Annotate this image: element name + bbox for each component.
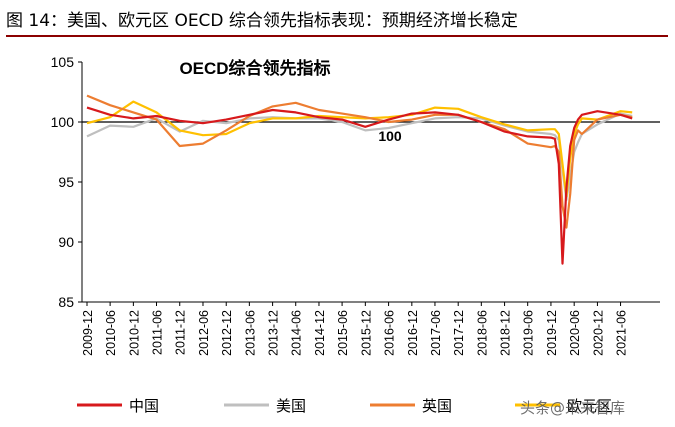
x-tick-label: 2012-06 bbox=[197, 310, 211, 356]
y-tick-label: 95 bbox=[58, 174, 74, 190]
y-tick-label: 90 bbox=[58, 234, 74, 250]
x-tick-label: 2011-12 bbox=[174, 310, 188, 355]
series-line-4 bbox=[86, 100, 633, 198]
chart-axes: 85 90 95 100 105 2009-12 2010-06 2010-12 2011-06… bbox=[51, 54, 660, 356]
series-line-2 bbox=[86, 112, 633, 202]
x-tick-label: 2010-12 bbox=[127, 310, 141, 356]
series-line-1 bbox=[86, 106, 633, 265]
x-tick-label: 2013-06 bbox=[243, 310, 257, 356]
y-tick-label: 105 bbox=[51, 54, 75, 70]
x-tick-label: 2020-06 bbox=[568, 310, 582, 356]
x-tick-label: 2013-12 bbox=[267, 310, 281, 356]
legend-label-3: 英国 bbox=[422, 397, 452, 415]
x-tick-label: 2014-12 bbox=[313, 310, 327, 356]
x-tick-label: 2015-06 bbox=[336, 310, 350, 356]
y-tick-label: 85 bbox=[58, 294, 74, 310]
legend-label-1: 中国 bbox=[129, 397, 159, 415]
x-tick-label: 2020-12 bbox=[591, 310, 605, 356]
x-tick-label: 2019-06 bbox=[522, 310, 536, 356]
x-tick-label: 2012-12 bbox=[220, 310, 234, 356]
chart-legend: 中国 美国 英国 欧元区 bbox=[77, 397, 612, 415]
x-tick-label: 2018-06 bbox=[475, 310, 489, 356]
x-tick-label: 2017-06 bbox=[429, 310, 443, 356]
x-tick-label: 2016-12 bbox=[406, 310, 420, 356]
x-tick-label: 2011-06 bbox=[150, 310, 164, 355]
watermark: 头条@未来智库 bbox=[520, 399, 626, 417]
chart-title: OECD综合领先指标 bbox=[179, 58, 330, 78]
x-tick-label: 2010-06 bbox=[104, 310, 118, 356]
x-tick-label: 2019-12 bbox=[545, 310, 559, 356]
legend-label-2: 美国 bbox=[276, 397, 306, 415]
reference-line-label: 100 bbox=[378, 128, 402, 144]
figure-title: 图 14：美国、欧元区 OECD 综合领先指标表现：预期经济增长稳定 bbox=[6, 11, 518, 31]
series-line-3 bbox=[86, 94, 633, 229]
x-tick-label: 2021-06 bbox=[615, 310, 629, 356]
x-tick-label: 2009-12 bbox=[81, 310, 95, 356]
y-tick-label: 100 bbox=[51, 114, 75, 130]
x-tick-label: 2016-06 bbox=[383, 310, 397, 356]
x-tick-label: 2017-12 bbox=[452, 310, 466, 356]
legend-label-4: 欧元区 bbox=[567, 397, 612, 415]
x-tick-label: 2015-12 bbox=[359, 310, 373, 356]
x-tick-label: 2014-06 bbox=[290, 310, 304, 356]
chart-series bbox=[86, 94, 633, 265]
title-divider bbox=[6, 35, 668, 37]
x-tick-label: 2018-12 bbox=[499, 310, 513, 356]
